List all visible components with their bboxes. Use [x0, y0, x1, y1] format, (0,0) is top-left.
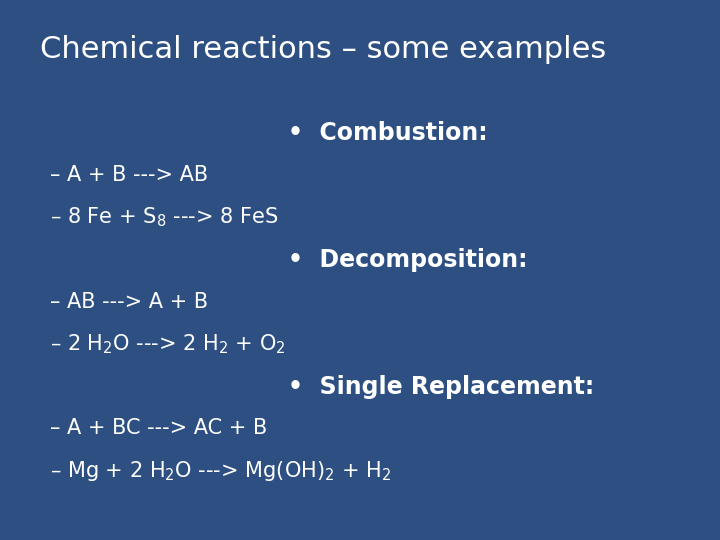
Text: •  Decomposition:: • Decomposition: [288, 248, 528, 272]
Text: – A + B ---> AB: – A + B ---> AB [50, 165, 209, 185]
Text: – 8 Fe + S$_8$ ---> 8 FeS: – 8 Fe + S$_8$ ---> 8 FeS [50, 205, 279, 229]
Text: Chemical reactions – some examples: Chemical reactions – some examples [40, 35, 606, 64]
Text: – 2 H$_2$O ---> 2 H$_2$ + O$_2$: – 2 H$_2$O ---> 2 H$_2$ + O$_2$ [50, 332, 286, 356]
Text: •  Combustion:: • Combustion: [288, 122, 487, 145]
Text: – AB ---> A + B: – AB ---> A + B [50, 292, 209, 312]
Text: •  Single Replacement:: • Single Replacement: [288, 375, 594, 399]
Text: – Mg + 2 H$_2$O ---> Mg(OH)$_2$ + H$_2$: – Mg + 2 H$_2$O ---> Mg(OH)$_2$ + H$_2$ [50, 459, 392, 483]
Text: – A + BC ---> AC + B: – A + BC ---> AC + B [50, 418, 268, 438]
